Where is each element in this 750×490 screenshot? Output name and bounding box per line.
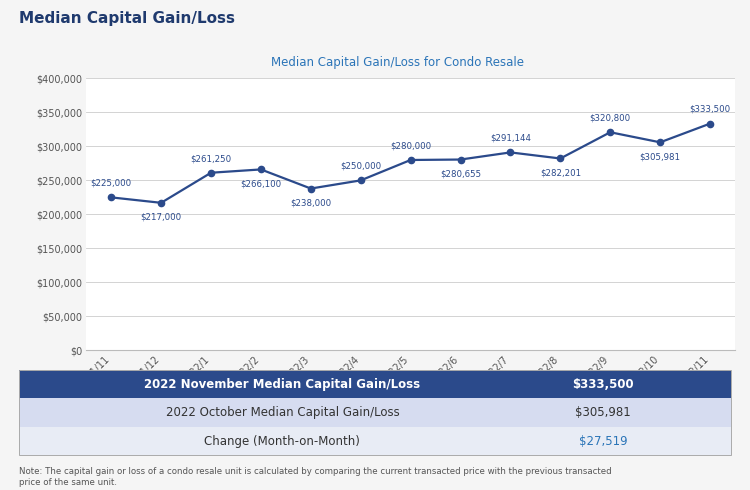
Text: $280,655: $280,655	[440, 169, 481, 178]
Text: $217,000: $217,000	[140, 213, 182, 221]
Text: $280,000: $280,000	[390, 141, 431, 150]
Text: $305,981: $305,981	[575, 406, 631, 419]
Text: 2022 November Median Capital Gain/Loss: 2022 November Median Capital Gain/Loss	[144, 378, 421, 391]
Text: $333,500: $333,500	[689, 105, 730, 114]
Text: Change (Month-on-Month): Change (Month-on-Month)	[205, 435, 360, 447]
Text: $282,201: $282,201	[540, 168, 581, 177]
Text: Median Capital Gain/Loss for Condo Resale: Median Capital Gain/Loss for Condo Resal…	[271, 56, 524, 69]
Text: $225,000: $225,000	[91, 179, 132, 188]
Text: 2022 October Median Capital Gain/Loss: 2022 October Median Capital Gain/Loss	[166, 406, 399, 419]
Text: Median Capital Gain/Loss: Median Capital Gain/Loss	[19, 11, 235, 26]
Text: $261,250: $261,250	[190, 154, 232, 163]
Text: $291,144: $291,144	[490, 134, 531, 143]
Text: $238,000: $238,000	[290, 198, 332, 207]
Text: $305,981: $305,981	[640, 152, 681, 161]
Text: $250,000: $250,000	[340, 162, 381, 171]
Text: Note: The capital gain or loss of a condo resale unit is calculated by comparing: Note: The capital gain or loss of a cond…	[19, 467, 611, 487]
Text: $320,800: $320,800	[590, 114, 631, 122]
Text: $333,500: $333,500	[572, 378, 634, 391]
Text: $27,519: $27,519	[579, 435, 627, 447]
Text: $266,100: $266,100	[240, 179, 281, 188]
